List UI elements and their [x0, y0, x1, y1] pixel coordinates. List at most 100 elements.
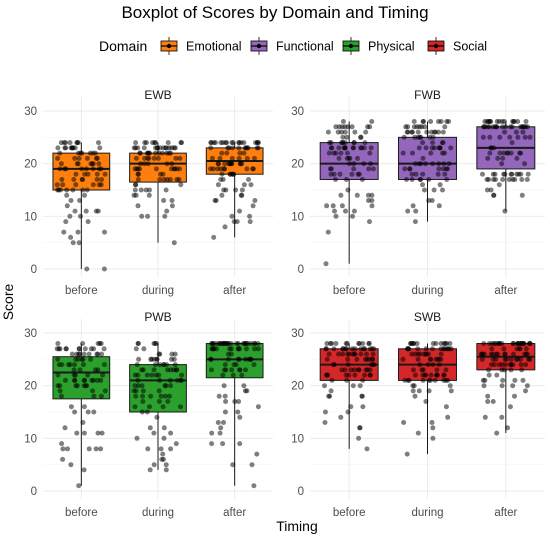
data-point [344, 377, 350, 383]
data-point [146, 192, 152, 198]
data-point [96, 140, 101, 146]
data-point [80, 187, 86, 193]
data-point [135, 372, 141, 378]
data-point [500, 155, 506, 161]
data-point [141, 145, 147, 151]
data-point [499, 362, 505, 368]
data-point [91, 409, 97, 415]
data-point [60, 182, 66, 188]
data-point [340, 119, 346, 124]
data-point [356, 341, 362, 346]
data-point [157, 177, 163, 182]
x-tick-label-before: before [65, 285, 98, 297]
data-point [527, 341, 533, 346]
data-point [83, 208, 89, 214]
data-point [215, 420, 221, 425]
data-point [177, 166, 182, 172]
data-point [431, 187, 437, 193]
data-point [342, 129, 348, 135]
data-point [499, 341, 505, 346]
data-point [369, 346, 375, 352]
data-point [360, 404, 366, 410]
data-point [339, 124, 345, 130]
data-point [494, 124, 499, 130]
data-point [57, 388, 63, 394]
data-point [139, 367, 145, 373]
x-tick-label-after: after [223, 285, 246, 297]
data-point [368, 161, 374, 167]
data-point [166, 150, 172, 156]
jitter-points [400, 341, 454, 457]
data-point [131, 388, 137, 394]
data-point [499, 161, 505, 167]
legend-label-emotional: Emotional [186, 40, 242, 54]
data-point [414, 124, 420, 130]
data-point [68, 404, 74, 410]
data-point [72, 377, 77, 383]
data-point [75, 229, 81, 235]
data-point [94, 351, 100, 357]
data-point [497, 150, 503, 156]
data-point [132, 404, 138, 410]
data-point [246, 177, 251, 182]
data-point [76, 155, 82, 161]
data-point [99, 177, 105, 182]
data-point [359, 393, 365, 399]
jitter-points [323, 119, 376, 267]
data-point [147, 425, 153, 431]
data-point [86, 351, 92, 357]
data-point [91, 393, 97, 399]
data-point [405, 377, 411, 383]
data-point [358, 145, 364, 151]
data-point [151, 155, 157, 161]
data-point [85, 409, 91, 415]
data-point [79, 166, 85, 172]
data-point [440, 187, 445, 193]
data-point [333, 213, 339, 219]
data-point [415, 356, 421, 362]
data-point [497, 134, 503, 140]
data-point [86, 446, 92, 452]
data-point [343, 177, 349, 182]
data-point [369, 192, 375, 198]
data-point [80, 341, 86, 346]
data-point [151, 430, 157, 436]
data-point [426, 388, 432, 394]
data-point [425, 362, 431, 368]
data-point [211, 234, 217, 240]
data-point [101, 362, 107, 368]
data-point [255, 404, 261, 410]
data-point [523, 119, 529, 124]
box-body [398, 136, 457, 180]
data-point [72, 372, 78, 378]
data-point [367, 219, 372, 225]
facet-label-swb: SWB [414, 310, 441, 324]
data-point [412, 351, 418, 357]
data-point [154, 356, 160, 362]
data-point [358, 351, 364, 357]
data-point [447, 383, 453, 389]
data-point [63, 219, 69, 225]
data-point [67, 213, 73, 219]
data-point [367, 372, 373, 378]
data-point [138, 161, 143, 167]
data-point [220, 177, 226, 182]
data-point [514, 171, 520, 177]
data-point [437, 182, 443, 188]
data-point [154, 414, 160, 420]
data-point [74, 140, 80, 146]
data-point [355, 155, 360, 161]
data-point [502, 356, 508, 362]
data-point [59, 177, 65, 182]
data-point [76, 150, 81, 156]
data-point [443, 404, 449, 410]
data-point [222, 409, 228, 415]
data-point [486, 124, 492, 130]
data-point [239, 187, 245, 193]
data-point [333, 341, 339, 346]
data-point [169, 161, 175, 167]
data-point [81, 404, 87, 410]
data-point [520, 129, 526, 135]
data-point [145, 446, 151, 452]
data-point [352, 129, 358, 135]
